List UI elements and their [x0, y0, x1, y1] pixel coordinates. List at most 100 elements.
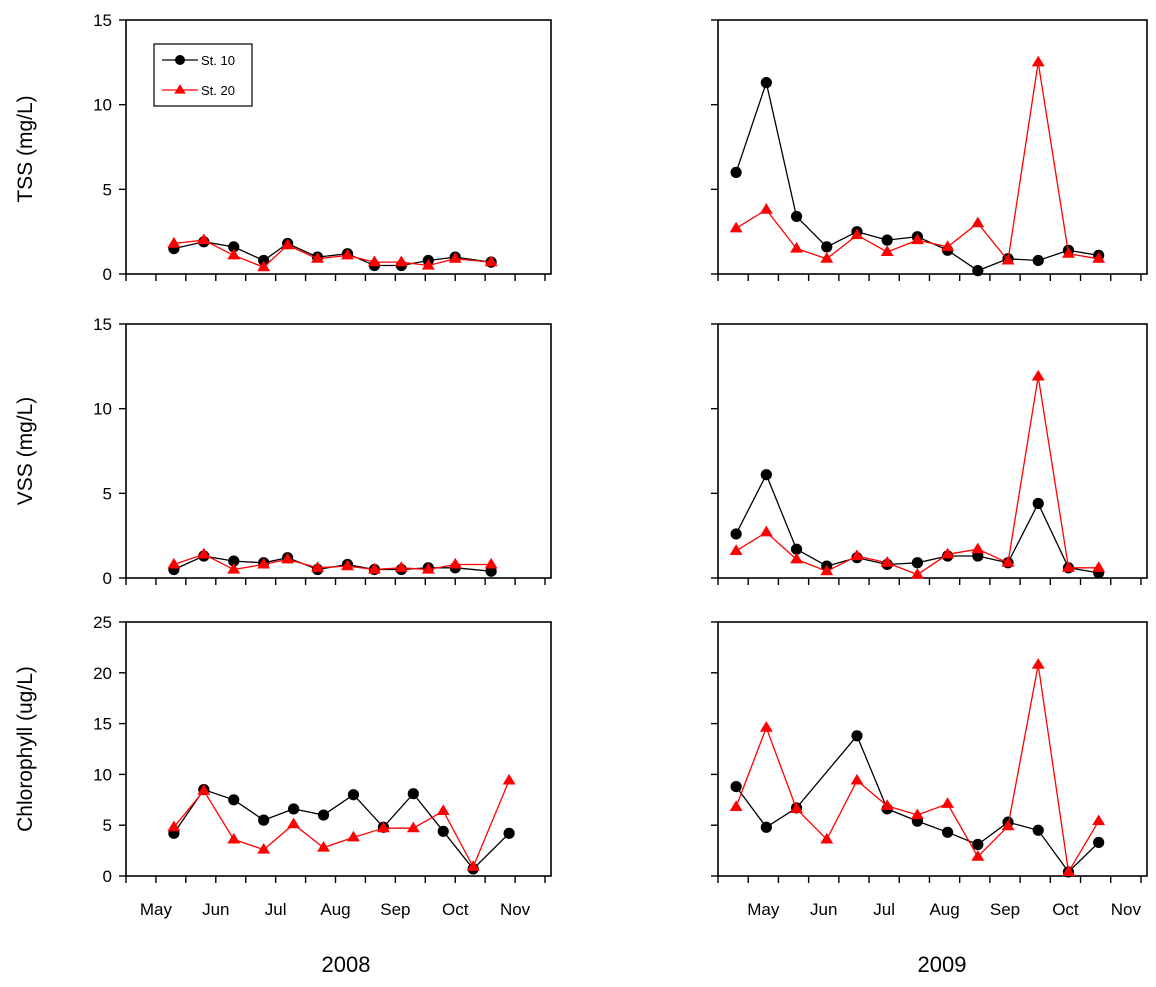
data-point-3 [820, 832, 834, 844]
chart-panels: 0 5 10 15 St. 10 St. 20 0 5 10 15 0 5 10 15 20 25 May Jun… [93, 11, 1148, 919]
data-point-1 [760, 821, 772, 833]
data-point-2 [790, 552, 803, 564]
data-point-9 [421, 258, 435, 270]
data-point-8 [394, 561, 408, 572]
y-tick-label-1: 5 [103, 816, 112, 835]
row-label-chlorophyll: Chlorophyll (ug/L) [14, 666, 37, 832]
data-point-9 [1001, 556, 1015, 567]
data-point-2 [228, 555, 240, 567]
data-point-2 [227, 562, 241, 574]
data-point-6 [942, 826, 954, 838]
plot-frame [717, 621, 1148, 877]
data-point-2 [790, 543, 803, 555]
data-point-11 [1062, 561, 1075, 572]
plot-frame [125, 323, 552, 579]
data-point-5 [311, 252, 324, 263]
series-st-10 [730, 77, 1105, 277]
month-label-sep: Sep [380, 900, 410, 919]
data-point-12 [1092, 252, 1106, 263]
data-point-1 [759, 721, 773, 732]
month-label-aug: Aug [320, 900, 350, 919]
data-point-1 [197, 547, 211, 559]
month-label-nov: Nov [500, 900, 531, 919]
data-point-4 [287, 817, 301, 829]
data-point-7 [941, 240, 955, 251]
data-point-7 [941, 547, 955, 559]
series-line [173, 780, 510, 869]
panel-tss-2008: 0 5 10 15 St. 10 St. 20 [93, 11, 552, 284]
data-point-2 [790, 242, 803, 253]
series-st-10 [168, 784, 515, 875]
data-point-2 [228, 794, 240, 806]
year-label-2009: 2009 [918, 952, 967, 977]
data-point-7 [367, 255, 381, 267]
data-point-4 [850, 773, 864, 785]
data-point-11 [484, 557, 498, 569]
data-point-0 [729, 221, 743, 233]
series-st-20 [729, 55, 1106, 265]
row-label-vss: VSS (mg/L) [14, 397, 37, 506]
data-point-4 [850, 228, 864, 240]
month-label-jul: Jul [265, 900, 287, 919]
panel-tss-2009 [711, 19, 1148, 281]
month-label-aug: Aug [929, 900, 959, 919]
data-point-3 [851, 730, 863, 742]
month-label-may: May [140, 900, 173, 919]
series-st-20 [729, 369, 1106, 579]
data-point-11 [1062, 865, 1075, 876]
y-tick-label-2: 10 [93, 765, 112, 784]
month-label-oct: Oct [442, 900, 469, 919]
data-point-6 [910, 808, 924, 820]
data-point-10 [1031, 369, 1045, 381]
legend-box [153, 43, 253, 107]
y-tick-label-3: 15 [93, 315, 112, 334]
data-point-8 [971, 542, 985, 554]
series-line [173, 553, 492, 571]
data-point-6 [347, 830, 360, 842]
legend-marker-st-20 [174, 84, 186, 94]
panel-chlorophyll-2009: May Jun Jul Aug Sep Oct Nov [711, 621, 1148, 919]
data-point-12 [1092, 814, 1106, 826]
y-tick-label-3: 15 [93, 11, 112, 30]
data-point-5 [880, 245, 894, 257]
data-point-1 [197, 784, 211, 795]
series-st-10 [730, 469, 1105, 579]
series-line [735, 376, 1099, 576]
data-point-4 [281, 552, 295, 564]
data-point-1 [197, 233, 211, 245]
y-tick-label-4: 20 [93, 664, 112, 683]
data-point-9 [1001, 819, 1015, 831]
data-point-1 [760, 469, 772, 481]
data-point-0 [730, 166, 742, 178]
data-point-5 [881, 234, 893, 246]
data-point-9 [421, 562, 435, 574]
data-point-9 [1001, 253, 1015, 265]
series-st-10 [168, 550, 497, 577]
series-st-10 [730, 730, 1105, 878]
data-point-8 [972, 265, 984, 277]
data-point-4 [850, 549, 864, 561]
plot-frame [125, 19, 552, 275]
data-point-3 [258, 814, 270, 826]
series-st-20 [167, 773, 516, 871]
series-st-10 [168, 236, 497, 272]
data-point-0 [167, 820, 181, 832]
month-label-sep: Sep [990, 900, 1020, 919]
series-st-20 [167, 547, 498, 574]
data-point-11 [484, 255, 498, 267]
data-point-3 [258, 254, 270, 267]
data-point-3 [257, 557, 271, 569]
data-point-0 [729, 544, 743, 555]
series-line [173, 239, 492, 268]
panel-vss-2009 [711, 323, 1148, 585]
series-line [173, 788, 510, 870]
data-point-1 [759, 203, 773, 214]
data-point-3 [820, 252, 834, 263]
data-point-6 [911, 557, 923, 569]
data-point-5 [880, 556, 894, 567]
month-label-jun: Jun [810, 900, 837, 919]
legend: St. 10 St. 20 [153, 43, 253, 107]
y-tick-label-1: 5 [103, 180, 112, 199]
data-point-3 [821, 241, 833, 253]
